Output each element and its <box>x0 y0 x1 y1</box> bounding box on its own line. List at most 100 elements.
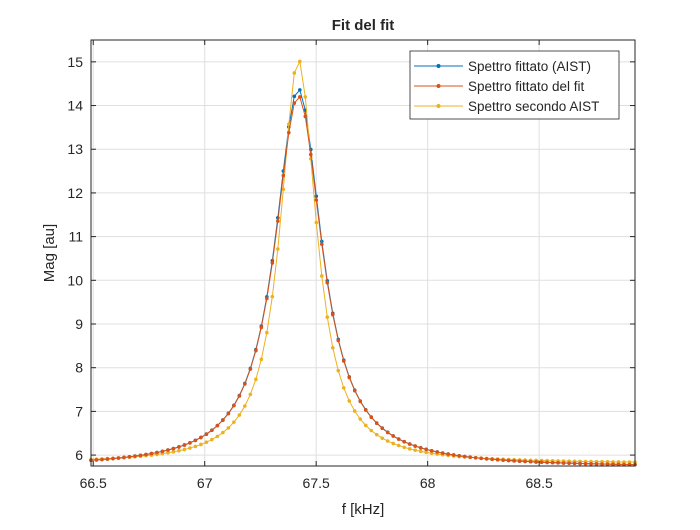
data-point <box>221 418 225 423</box>
data-point <box>385 430 390 435</box>
x-tick-label: 68 <box>420 475 436 491</box>
data-point <box>149 451 154 456</box>
data-point <box>490 457 494 462</box>
legend-label-fit-of-fit: Spettro fittato del fit <box>468 79 585 94</box>
data-point <box>177 445 181 449</box>
series-line <box>90 88 636 466</box>
data-point <box>363 423 368 428</box>
data-point <box>248 367 253 371</box>
data-point <box>265 296 269 301</box>
data-point <box>204 432 209 437</box>
data-point <box>171 446 176 451</box>
data-point <box>292 71 297 75</box>
data-point <box>292 94 297 99</box>
x-tick-label: 68.5 <box>526 475 553 491</box>
y-tick-label: 8 <box>75 360 83 376</box>
data-point <box>413 448 418 452</box>
y-tick-label: 11 <box>68 229 83 245</box>
data-point <box>144 452 148 457</box>
data-point <box>374 421 379 426</box>
data-point <box>182 447 187 452</box>
data-point <box>512 459 516 463</box>
series-0 <box>89 88 637 467</box>
data-point <box>243 404 247 408</box>
data-point <box>363 408 368 412</box>
data-point <box>561 461 566 465</box>
data-point <box>369 415 374 420</box>
data-point <box>232 420 236 424</box>
data-point <box>352 409 357 413</box>
y-axis-label: Mag [au] <box>41 224 58 282</box>
y-tick-label: 6 <box>75 447 83 463</box>
data-point <box>94 458 99 462</box>
legend-marker-aist-fit <box>436 64 441 68</box>
data-point <box>127 455 132 459</box>
data-point <box>298 59 302 64</box>
series-1 <box>89 95 637 467</box>
y-tick-label: 12 <box>67 185 83 201</box>
data-point <box>199 435 203 440</box>
data-point <box>193 438 198 443</box>
data-point <box>259 325 264 330</box>
data-point <box>138 453 143 458</box>
data-point <box>473 455 478 460</box>
data-point <box>270 261 275 265</box>
data-point <box>314 220 319 225</box>
data-point <box>396 443 401 448</box>
data-point <box>391 441 396 446</box>
data-point <box>160 449 165 454</box>
data-point <box>352 388 357 393</box>
chart-title: Fit del fit <box>332 17 395 34</box>
data-point <box>385 439 390 443</box>
data-point <box>534 460 538 464</box>
data-point <box>418 449 423 454</box>
data-point <box>133 454 137 458</box>
data-point <box>572 461 577 466</box>
data-point <box>517 459 522 463</box>
y-tick-label: 15 <box>67 54 83 70</box>
y-tick-label: 9 <box>75 316 83 332</box>
data-point <box>298 95 302 99</box>
data-point <box>226 426 231 430</box>
data-point <box>226 411 231 416</box>
data-point <box>605 462 610 466</box>
data-point <box>188 441 192 445</box>
y-tick-label: 13 <box>67 141 83 157</box>
series-line <box>90 95 636 466</box>
data-point <box>166 450 170 455</box>
data-point <box>539 460 544 464</box>
data-point <box>237 394 242 398</box>
y-tick-label: 14 <box>67 98 83 114</box>
data-point <box>374 432 379 437</box>
legend-marker-fit-of-fit <box>436 84 441 88</box>
data-point <box>319 274 324 278</box>
series-layer <box>89 59 637 467</box>
data-point <box>347 375 352 380</box>
data-point <box>495 457 500 462</box>
data-point <box>528 459 533 464</box>
data-point <box>402 439 407 444</box>
data-point <box>347 399 352 403</box>
data-point <box>523 459 527 464</box>
data-point <box>325 280 330 285</box>
data-point <box>391 434 396 438</box>
data-point <box>171 450 176 454</box>
x-tick-label: 67 <box>197 475 213 491</box>
data-point <box>550 460 555 465</box>
data-point <box>215 423 220 428</box>
data-point <box>484 457 489 461</box>
x-tick-label: 67.5 <box>303 475 330 491</box>
y-tick-label: 10 <box>67 272 83 288</box>
data-point <box>358 417 363 421</box>
legend-marker-aist-spectrum <box>436 104 441 108</box>
data-point <box>270 294 275 299</box>
data-point <box>210 437 214 442</box>
legend-box <box>409 50 620 120</box>
data-point <box>111 456 115 461</box>
data-point <box>380 436 385 440</box>
data-point <box>627 462 632 467</box>
data-point <box>369 428 374 433</box>
data-point <box>506 458 511 463</box>
